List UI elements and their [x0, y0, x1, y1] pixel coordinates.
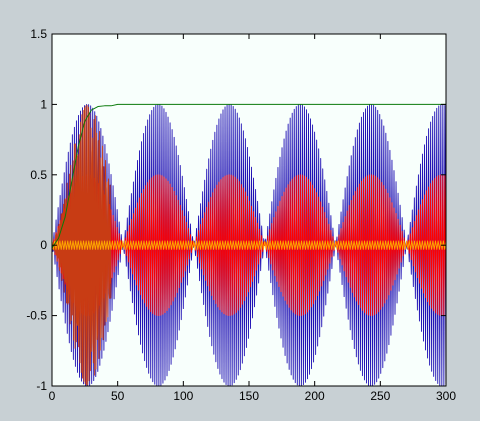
series-line-dark_red [52, 104, 112, 386]
x-tick-label: 200 [305, 389, 325, 403]
y-tick-label: 1 [40, 97, 47, 111]
ticks-layer: 0 50 100 150 200 250 300 -1 -0.5 0 0.5 1 1.5 [26, 27, 456, 403]
series-line-orange [52, 240, 446, 250]
y-tick-label: -1 [36, 379, 47, 393]
x-tick-label: 250 [370, 389, 390, 403]
x-tick-label: 150 [239, 389, 259, 403]
x-tick-label: 50 [111, 389, 125, 403]
y-tick-label: 1.5 [30, 27, 47, 41]
y-tick-label: 0 [40, 238, 47, 252]
x-tick-label: 300 [436, 389, 456, 403]
x-tick-label: 100 [173, 389, 193, 403]
y-tick-label: 0.5 [30, 168, 47, 182]
series-line-green [52, 103, 446, 249]
series-layer [52, 103, 446, 386]
x-tick-label: 0 [49, 389, 56, 403]
y-tick-label: -0.5 [26, 309, 47, 323]
